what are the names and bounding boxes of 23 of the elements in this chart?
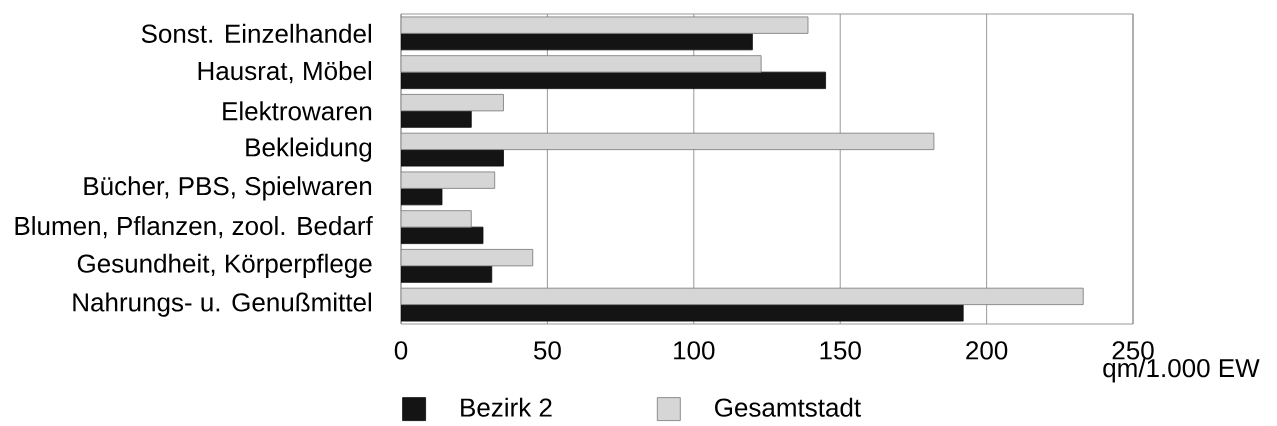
bar: [401, 94, 504, 112]
y-tick-label: Nahrungs- u. Genußmittel: [73, 292, 372, 317]
y-tick-label: Bekleidung: [246, 137, 372, 162]
y-tick-label: Bücher, PBS, Spielwaren: [84, 176, 372, 201]
y-tick-label: Sonst. Einzelhandel: [141, 23, 372, 43]
y-tick-label: Hausrat, Möbel: [198, 61, 372, 84]
legend-label: Gesamtstadt: [715, 397, 861, 417]
y-tick-label: Gesundheit, Körperpflege: [77, 253, 372, 278]
bar: [401, 55, 762, 73]
x-tick-label: 50: [533, 341, 561, 360]
x-tick-label: 0: [394, 341, 408, 360]
x-axis-title: qm/1.000 EW: [1103, 358, 1260, 383]
bar: [401, 132, 935, 151]
bar: [401, 249, 534, 267]
y-tick-label: Elektrowaren: [223, 101, 372, 121]
x-tick-label: 100: [674, 341, 715, 360]
x-tick-label: 200: [966, 341, 1008, 360]
legend-label: Bezirk 2: [461, 397, 552, 417]
y-tick-label: Blumen, Pflanzen, zool. Bedarf: [15, 216, 373, 239]
x-tick-label: 150: [820, 341, 861, 360]
bar: [401, 287, 1084, 306]
bar: [401, 16, 809, 34]
x-tick-label: 250: [1112, 341, 1154, 360]
